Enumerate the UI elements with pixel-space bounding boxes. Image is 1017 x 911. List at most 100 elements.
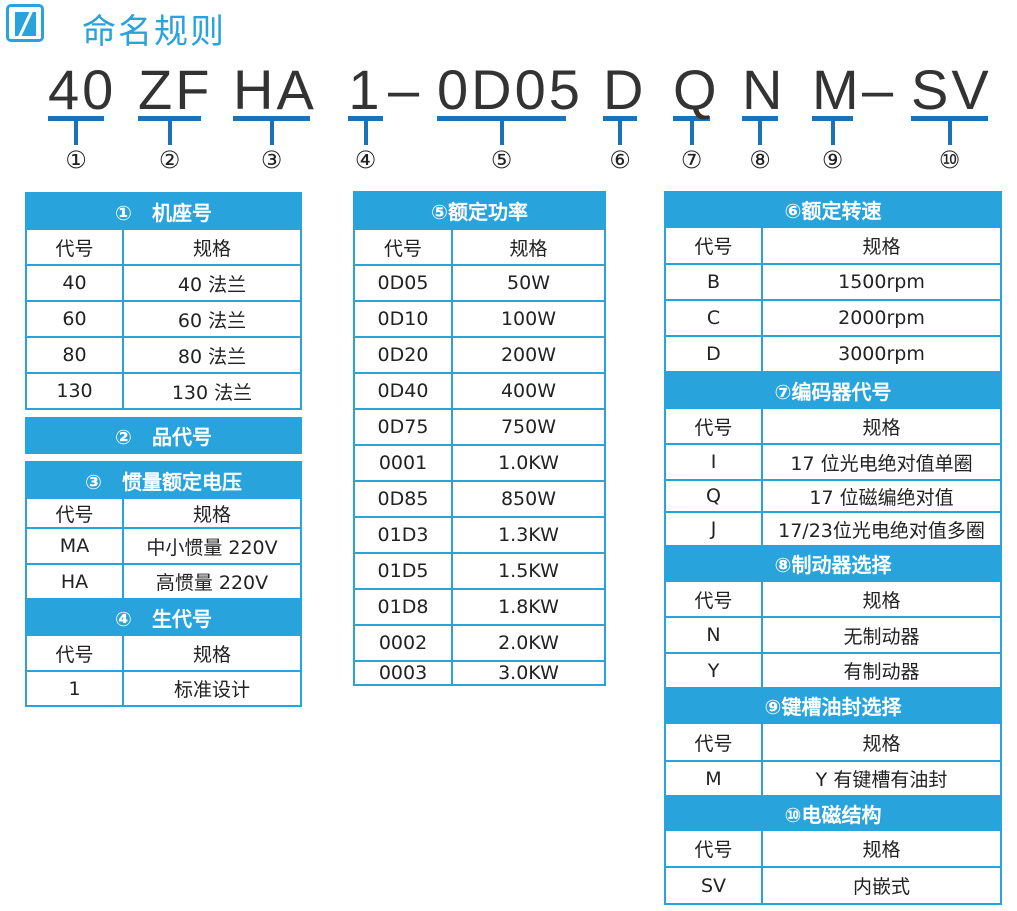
code-cell: 代号 bbox=[664, 407, 763, 445]
code-cell: 代号 bbox=[25, 228, 124, 266]
code-connector bbox=[499, 121, 504, 145]
code-cell: SV bbox=[664, 866, 763, 905]
code-cell: 代号 bbox=[664, 580, 763, 618]
table-row: N 无制动器 bbox=[664, 616, 1002, 654]
spec-cell: 1.3KW bbox=[451, 516, 606, 554]
spec-cell: 有制动器 bbox=[761, 652, 1002, 689]
code-cell: 130 bbox=[25, 372, 124, 410]
code-connector bbox=[363, 121, 368, 145]
column-header-row: 代号 规格 bbox=[25, 228, 302, 266]
spec-cell: 中小惯量 220V bbox=[122, 527, 302, 565]
table-row: 0D40 400W bbox=[353, 372, 606, 410]
spec-cell: 850W bbox=[451, 480, 606, 518]
table-row: 0002 2.0KW bbox=[353, 624, 606, 662]
table-row: D 3000rpm bbox=[664, 335, 1002, 373]
code-connector bbox=[830, 121, 835, 145]
spec-cell: 17 位磁编绝对值 bbox=[761, 479, 1002, 513]
code-cell: 01D3 bbox=[353, 516, 453, 554]
spec-cell: 130 法兰 bbox=[122, 372, 302, 410]
spec-cell: 1.0KW bbox=[451, 444, 606, 482]
spec-cell: 规格 bbox=[761, 722, 1002, 762]
code-cell: Q bbox=[664, 479, 763, 513]
spec-cell: 17/23位光电绝对值多圈 bbox=[761, 511, 1002, 547]
code-text: M bbox=[812, 58, 862, 121]
code-number: ⑦ bbox=[680, 146, 703, 174]
code-cell: M bbox=[664, 760, 763, 797]
code-cell: HA bbox=[25, 563, 124, 600]
table-row: 0D85 850W bbox=[353, 480, 606, 518]
code-connector bbox=[269, 121, 274, 145]
code-number: ⑩ bbox=[938, 146, 961, 174]
code-cell: 0D85 bbox=[353, 480, 453, 518]
section-header: ⑦编码器代号 bbox=[664, 371, 1002, 409]
spec-table: ① 机座号 代号 规格 40 40 法兰 60 60 法兰 80 80 法兰 130 130 法兰 bbox=[25, 192, 302, 410]
code-underline bbox=[603, 116, 637, 121]
spec-cell: 750W bbox=[451, 408, 606, 446]
code-cell: 0001 bbox=[353, 444, 453, 482]
code-underline bbox=[348, 116, 383, 121]
code-cell: 80 bbox=[25, 336, 124, 374]
code-dash: – bbox=[862, 58, 894, 121]
table-row: I 17 位光电绝对值单圈 bbox=[664, 443, 1002, 481]
section-header: ④ 生代号 bbox=[25, 598, 302, 636]
code-dash: – bbox=[388, 58, 420, 121]
code-cell: 0D20 bbox=[353, 336, 453, 374]
code-segment: HA ③ bbox=[233, 62, 314, 174]
code-cell: 代号 bbox=[25, 497, 124, 529]
spec-cell: 规格 bbox=[122, 634, 302, 672]
logo-icon bbox=[6, 4, 44, 42]
spec-table: ③ 惯量额定电压 代号 规格 MA 中小惯量 220V HA 高惯量 220V ④ 生代号 代号… bbox=[25, 461, 302, 707]
column-header-row: 代号 规格 bbox=[353, 228, 606, 266]
code-connector bbox=[167, 121, 172, 145]
code-underline bbox=[48, 116, 104, 121]
spec-cell: 3.0KW bbox=[451, 660, 606, 686]
code-cell: 0002 bbox=[353, 624, 453, 662]
code-number: ⑥ bbox=[609, 146, 631, 174]
spec-cell: 规格 bbox=[761, 407, 1002, 445]
code-number: ② bbox=[158, 146, 181, 174]
code-cell: MA bbox=[25, 527, 124, 565]
table-row: MA 中小惯量 220V bbox=[25, 527, 302, 565]
table-row: 0001 1.0KW bbox=[353, 444, 606, 482]
spec-cell: 60 法兰 bbox=[122, 300, 302, 338]
code-cell: 40 bbox=[25, 264, 124, 302]
spec-cell: 400W bbox=[451, 372, 606, 410]
section-header: ③ 惯量额定电压 bbox=[25, 461, 302, 499]
code-cell: 代号 bbox=[664, 829, 763, 868]
code-underline bbox=[812, 116, 853, 121]
spec-cell: 标准设计 bbox=[122, 670, 302, 707]
spec-table: ⑤额定功率 代号 规格 0D05 50W 0D10 100W 0D20 200W 0D40 400W… bbox=[353, 191, 606, 686]
table-row: Q 17 位磁编绝对值 bbox=[664, 479, 1002, 513]
table-row: SV 内嵌式 bbox=[664, 866, 1002, 905]
code-text: SV bbox=[911, 58, 992, 121]
code-cell: 0003 bbox=[353, 660, 453, 686]
code-cell: I bbox=[664, 443, 763, 481]
code-cell: 01D8 bbox=[353, 588, 453, 626]
table-row: J 17/23位光电绝对值多圈 bbox=[664, 511, 1002, 547]
spec-cell: 无制动器 bbox=[761, 616, 1002, 654]
spec-cell: 80 法兰 bbox=[122, 336, 302, 374]
section-header: ⑧制动器选择 bbox=[664, 545, 1002, 582]
code-cell: 代号 bbox=[25, 634, 124, 672]
code-cell: B bbox=[664, 263, 763, 301]
code-underline bbox=[437, 116, 566, 121]
code-text: 40 bbox=[48, 58, 117, 121]
code-cell: Y bbox=[664, 652, 763, 689]
code-number: ① bbox=[65, 146, 87, 174]
code-cell: D bbox=[664, 335, 763, 373]
spec-cell: 2.0KW bbox=[451, 624, 606, 662]
table-row: 01D5 1.5KW bbox=[353, 552, 606, 590]
column-header-row: 代号 规格 bbox=[664, 722, 1002, 762]
code-cell: 0D40 bbox=[353, 372, 453, 410]
code-connector bbox=[74, 121, 78, 145]
table-row: B 1500rpm bbox=[664, 263, 1002, 301]
table-row: 0003 3.0KW bbox=[353, 660, 606, 686]
section-header: ⑤额定功率 bbox=[353, 191, 606, 230]
code-cell: 代号 bbox=[353, 228, 453, 266]
section-header: ① 机座号 bbox=[25, 192, 302, 230]
spec-cell: 高惯量 220V bbox=[122, 563, 302, 600]
spec-cell: 规格 bbox=[122, 497, 302, 529]
